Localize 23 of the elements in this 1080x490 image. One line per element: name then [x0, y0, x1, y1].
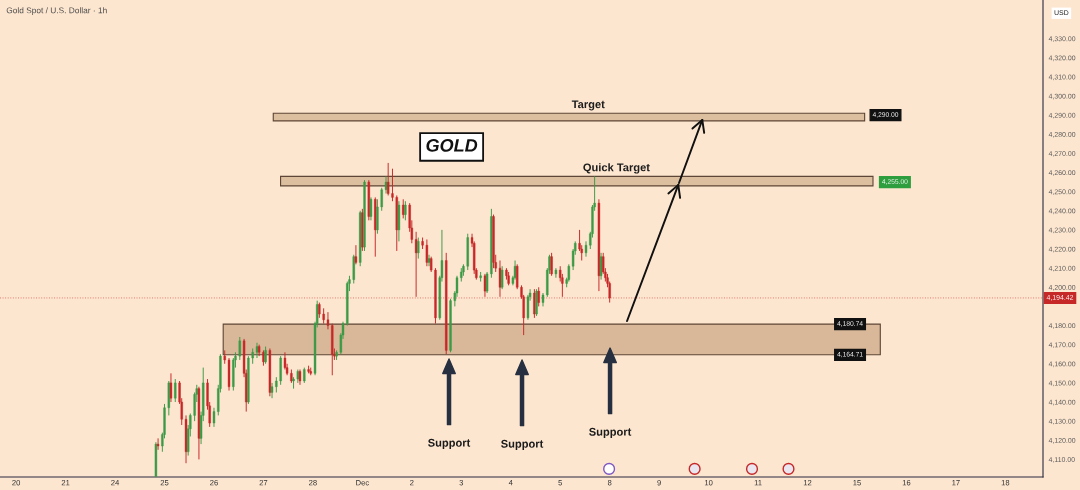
annotation: Support	[501, 439, 544, 450]
annotation: GOLD	[426, 138, 478, 152]
candlestick	[354, 244, 358, 265]
annotation: Support	[428, 438, 471, 449]
text: Gold Spot / U.S. Dollar · 1h	[6, 7, 107, 15]
candlestick	[386, 162, 390, 196]
candlestick	[238, 336, 241, 361]
candlestick	[425, 238, 429, 267]
candlestick	[427, 254, 431, 267]
candlestick	[169, 372, 173, 403]
candlestick	[498, 260, 502, 298]
candlestick	[279, 355, 282, 386]
band-label: Quick Target	[583, 163, 650, 174]
candlestick	[414, 231, 418, 298]
candlestick	[417, 237, 420, 260]
candlestick	[156, 437, 160, 451]
band-label: Target	[571, 100, 605, 111]
candlestick	[174, 378, 177, 403]
candlestick	[352, 254, 355, 284]
candlestick	[483, 273, 487, 298]
candlestick	[513, 260, 517, 281]
annotation: Support	[589, 427, 632, 438]
candlestick	[369, 196, 373, 221]
